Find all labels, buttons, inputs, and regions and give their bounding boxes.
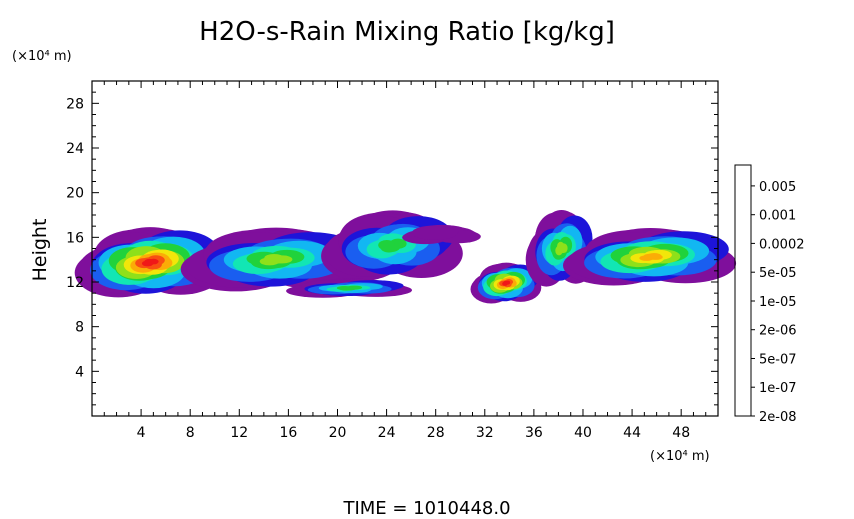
x-tick-label: 8: [186, 425, 195, 441]
x-tick-label: 44: [623, 425, 641, 441]
x-tick-label: 40: [574, 425, 592, 441]
colorbar-label: 0.005: [759, 180, 796, 195]
x-tick-label: 16: [279, 425, 297, 441]
x-tick-label: 28: [427, 425, 445, 441]
heatmap-field: [74, 210, 737, 304]
y-unit-label: (×10⁴ m): [12, 49, 72, 64]
region-fragments-low: [286, 278, 413, 298]
x-tick-label: 12: [230, 425, 248, 441]
x-tick-label: 24: [378, 425, 396, 441]
x-unit-label: (×10⁴ m): [650, 449, 710, 464]
x-tick-label: 48: [672, 425, 690, 441]
x-tick-label: 36: [525, 425, 543, 441]
y-tick-label: 8: [75, 320, 84, 336]
x-tick-label: 4: [137, 425, 146, 441]
colorbar-label: 0.001: [759, 209, 796, 224]
colorbar-label: 1e-05: [759, 295, 797, 310]
region-cloud-left: [74, 227, 225, 298]
region-cloud-right: [563, 228, 737, 286]
y-tick-label: 4: [75, 364, 84, 380]
axis-ticks: [92, 81, 718, 416]
chart-title: H2O-s-Rain Mixing Ratio [kg/kg]: [199, 17, 615, 47]
y-tick-label: 28: [66, 96, 84, 112]
time-label: TIME = 1010448.0: [342, 498, 510, 519]
y-tick-labels: 4 8 12 16 20 24 28: [66, 96, 84, 380]
region-cloud-center: [321, 210, 463, 281]
colorbar-label: 5e-07: [759, 353, 797, 368]
x-tick-labels: 4 8 12 16 20 24 28 32 36 40 44 48: [137, 425, 690, 441]
y-axis-label: Height: [29, 219, 51, 282]
y-tick-label: 16: [66, 230, 84, 246]
colorbar-label: 2e-08: [759, 410, 797, 425]
colorbar-label: 5e-05: [759, 266, 797, 281]
region-cell-center-right: [470, 262, 542, 304]
region-cloud-right-tower: [525, 210, 597, 287]
y-tick-label: 12: [66, 275, 84, 291]
y-tick-label: 20: [66, 186, 84, 202]
colorbar-label: 1e-07: [759, 381, 797, 396]
x-tick-label: 32: [476, 425, 494, 441]
colorbar-label: 2e-06: [759, 324, 797, 339]
x-tick-label: 20: [329, 425, 347, 441]
region-anvil-wisp: [402, 224, 481, 245]
colorbar: 0.005 0.001 0.0002 5e-05 1e-05 2e-06 5e-07 1e-0…: [734, 164, 805, 425]
y-tick-label: 24: [66, 141, 84, 157]
colorbar-label: 0.0002: [759, 237, 805, 252]
